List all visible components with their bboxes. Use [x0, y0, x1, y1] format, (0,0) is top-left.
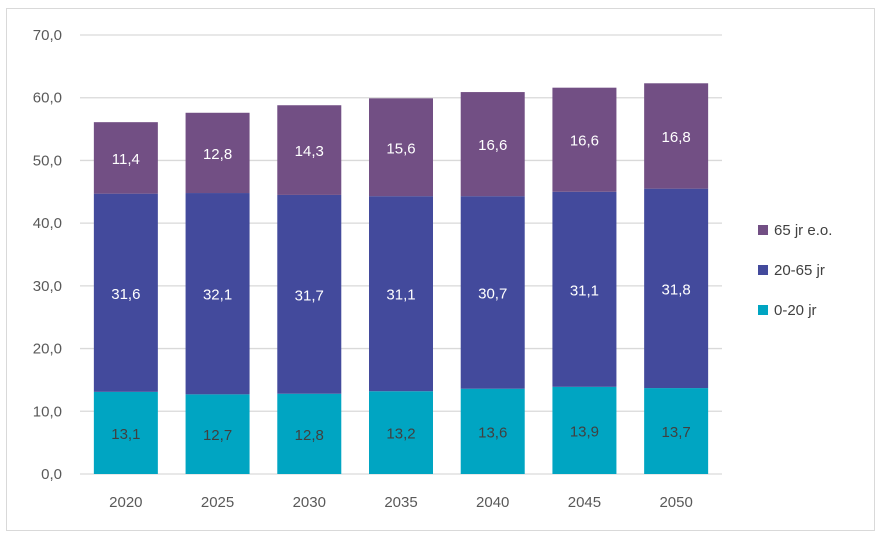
bar-segment [460, 92, 525, 197]
bar-segment [277, 393, 342, 474]
x-tick-label: 2035 [384, 494, 417, 511]
legend: 65 jr e.o. 20-65 jr 0-20 jr [758, 222, 832, 319]
legend-label: 20-65 jr [774, 262, 825, 279]
data-label: 31,1 [570, 282, 599, 299]
y-tick-label: 10,0 [33, 403, 62, 420]
x-tick-label: 2040 [476, 494, 509, 511]
bar-segment [185, 193, 250, 395]
bar-segment [552, 191, 617, 387]
bar-segment [369, 98, 433, 197]
bars [93, 83, 709, 474]
bar-segment [93, 193, 158, 392]
data-label: 31,7 [295, 287, 324, 304]
data-label: 31,6 [111, 286, 140, 303]
y-tick-label: 30,0 [33, 278, 62, 295]
y-tick-label: 60,0 [33, 90, 62, 107]
y-tick-label: 20,0 [33, 341, 62, 358]
bar-segment [185, 112, 250, 194]
bar-segment [185, 394, 250, 474]
data-label: 13,9 [570, 423, 599, 440]
bar-segment [644, 188, 709, 389]
bar-segment [552, 87, 617, 192]
data-label: 16,6 [478, 137, 507, 154]
data-label: 16,8 [662, 129, 691, 146]
bar-segment [369, 391, 433, 474]
data-label: 13,2 [386, 426, 415, 443]
x-tick-label: 2030 [293, 494, 326, 511]
data-labels: 13,1 31,6 11,4 12,7 32,1 12,8 12,8 31,7 14,3 13,2… [111, 129, 690, 444]
data-label: 31,1 [386, 287, 415, 304]
bar-segment [277, 105, 342, 195]
data-label: 31,8 [662, 281, 691, 298]
legend-label: 65 jr e.o. [774, 222, 832, 239]
x-tick-label: 2020 [109, 494, 142, 511]
bar-segment [277, 194, 342, 394]
legend-swatch [758, 265, 768, 275]
legend-swatch [758, 225, 768, 235]
data-label: 13,7 [662, 424, 691, 441]
x-tick-label: 2025 [201, 494, 234, 511]
x-tick-label: 2045 [568, 494, 601, 511]
bar-segment [644, 388, 709, 474]
bar-segment [369, 196, 433, 392]
data-label: 12,8 [295, 427, 324, 444]
y-tick-label: 70,0 [33, 27, 62, 44]
data-label: 16,6 [570, 133, 599, 150]
x-axis-ticks: 2020 2025 2030 2035 2040 2045 2050 [109, 494, 693, 511]
data-label: 14,3 [295, 143, 324, 160]
bar-segment [644, 83, 709, 189]
data-label: 13,1 [111, 426, 140, 443]
data-label: 30,7 [478, 285, 507, 302]
legend-swatch [758, 305, 768, 315]
data-label: 15,6 [386, 140, 415, 157]
bar-segment [552, 386, 617, 474]
data-label: 11,4 [112, 151, 140, 168]
data-label: 32,1 [203, 287, 232, 304]
x-tick-label: 2050 [659, 494, 692, 511]
data-label: 13,6 [478, 424, 507, 441]
bar-segment [460, 196, 525, 389]
data-label: 12,7 [203, 427, 232, 444]
y-tick-label: 0,0 [41, 466, 62, 483]
y-tick-label: 50,0 [33, 152, 62, 169]
legend-label: 0-20 jr [774, 302, 817, 319]
data-label: 12,8 [203, 146, 232, 163]
y-axis-ticks: 0,0 10,0 20,0 30,0 40,0 50,0 60,0 70,0 [33, 27, 62, 483]
bar-segment [93, 122, 158, 194]
y-tick-label: 40,0 [33, 215, 62, 232]
bar-segment [460, 388, 525, 474]
bar-segment [93, 391, 158, 474]
